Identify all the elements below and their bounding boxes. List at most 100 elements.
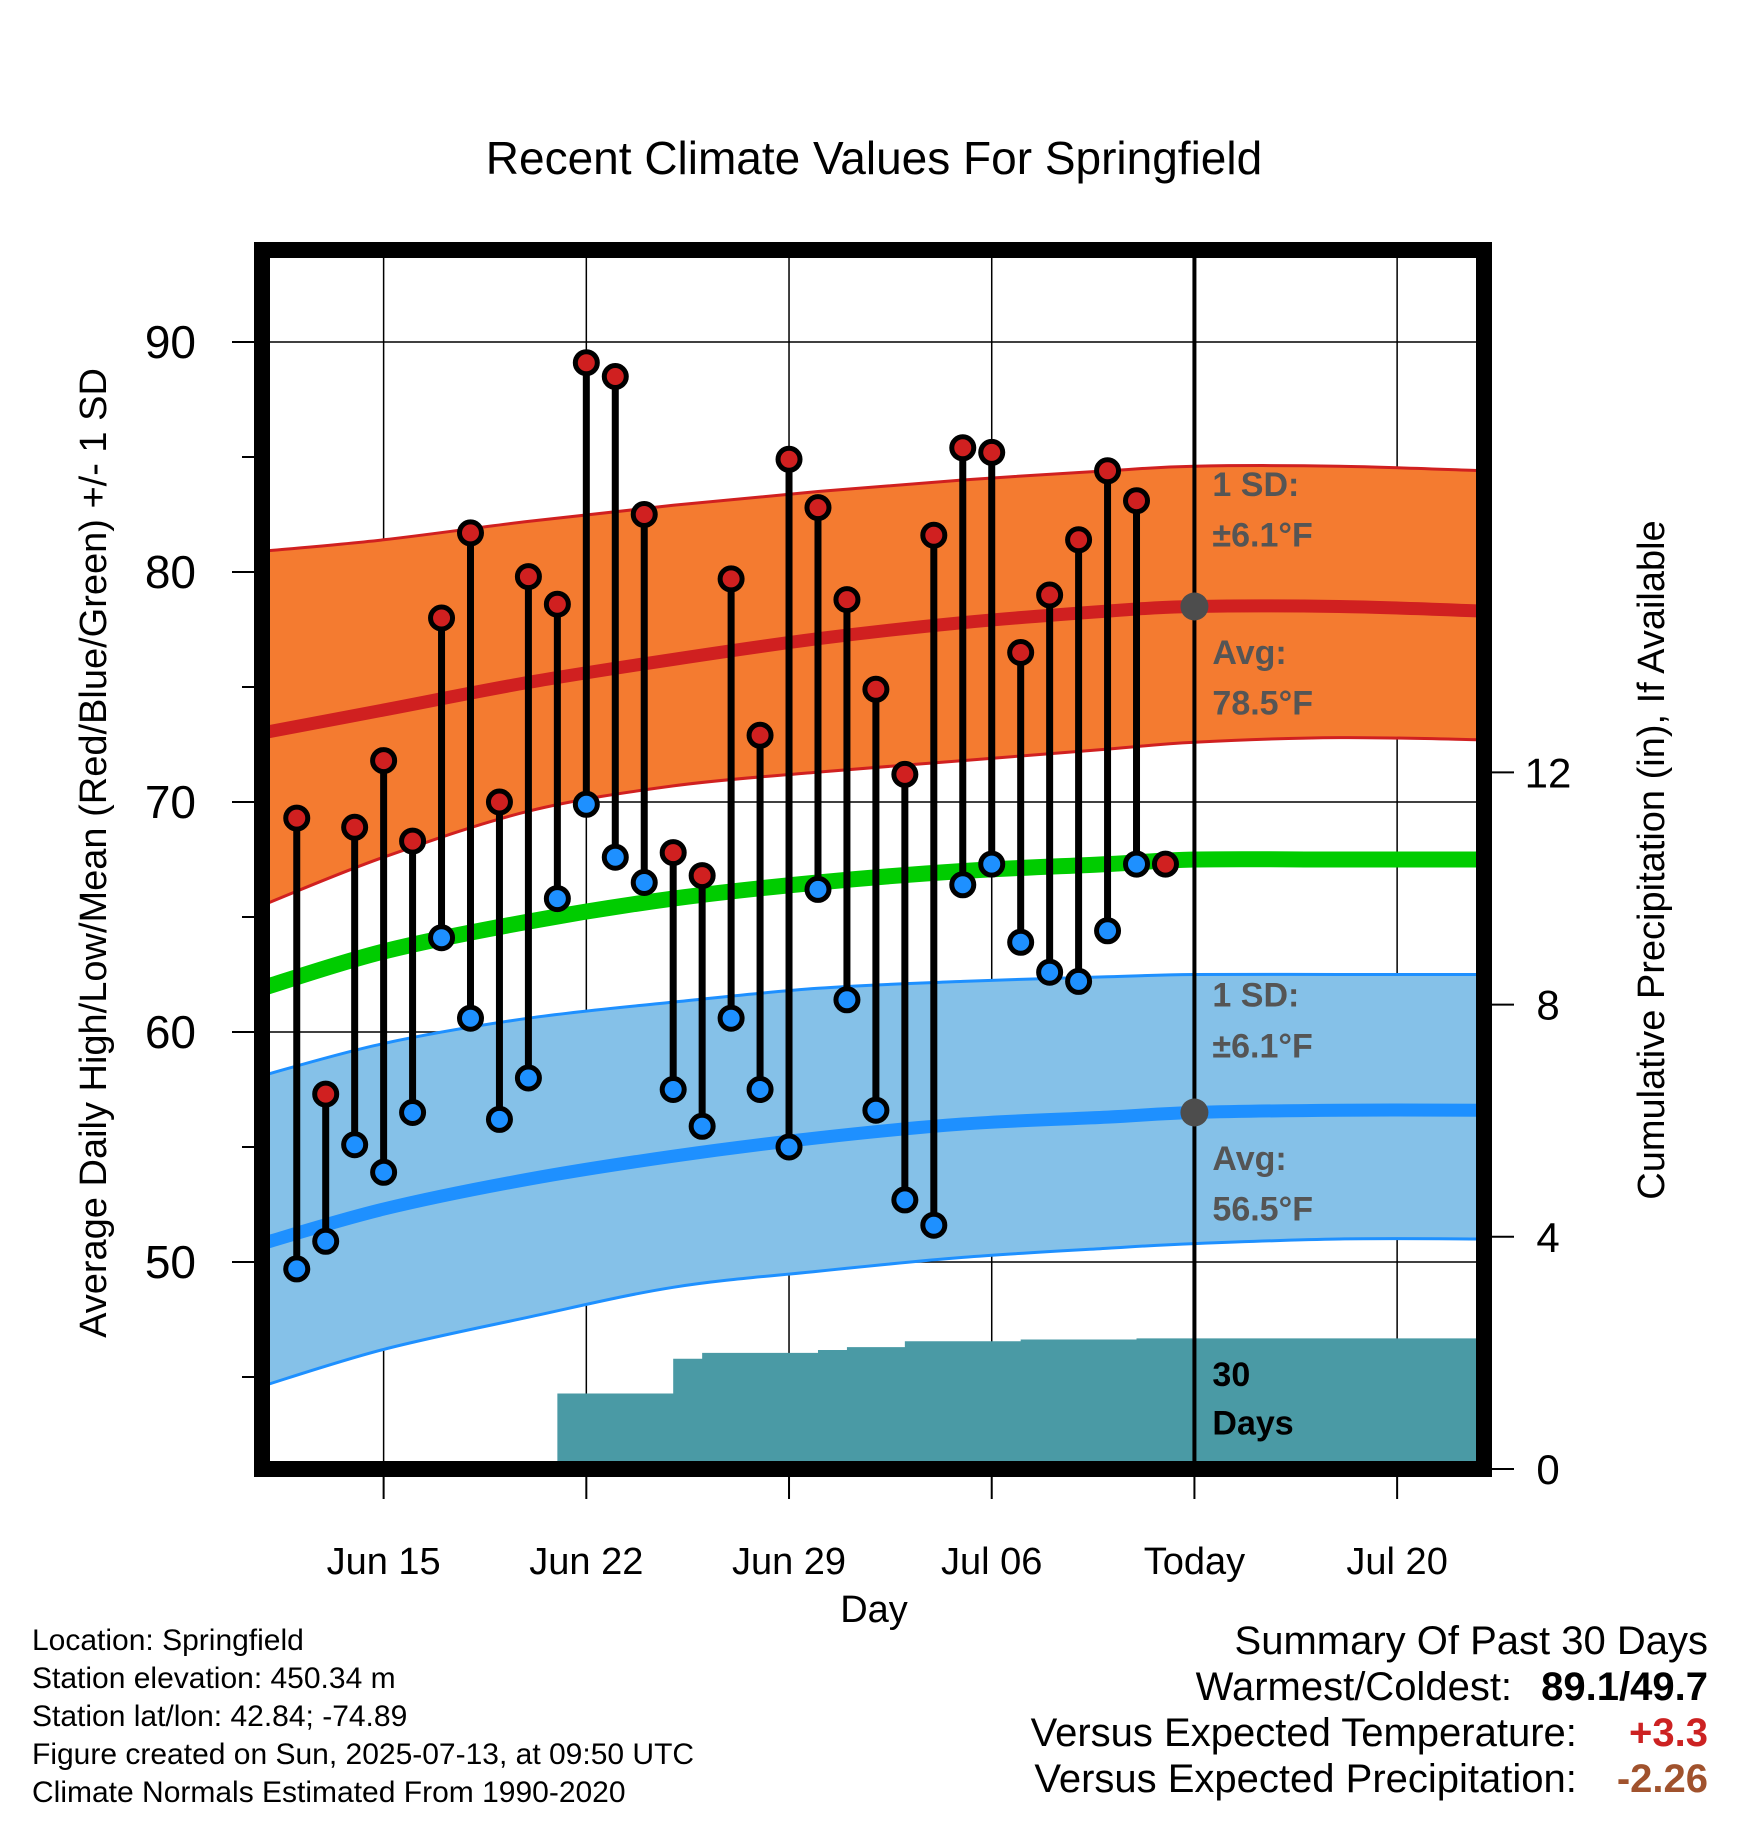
daily-low-point bbox=[485, 1105, 513, 1133]
daily-low-point bbox=[370, 1158, 398, 1186]
daily-low-point bbox=[312, 1227, 340, 1255]
daily-high-point bbox=[312, 1080, 340, 1108]
daily-low-point bbox=[688, 1112, 716, 1140]
x-tick-label: Today bbox=[1144, 1541, 1245, 1583]
today-low-avg-marker bbox=[1180, 1098, 1209, 1127]
x-tick-label: Jun 29 bbox=[732, 1541, 846, 1583]
y2-tick-label: 0 bbox=[1536, 1446, 1559, 1493]
y2-tick-label: 8 bbox=[1536, 982, 1559, 1029]
daily-high-point bbox=[978, 438, 1006, 466]
summary-warm-cold: Warmest/Coldest: 89.1/49.7 bbox=[1031, 1664, 1708, 1710]
daily-low-point bbox=[746, 1076, 774, 1103]
summary-temp: Versus Expected Temperature: +3.3 bbox=[1031, 1710, 1708, 1756]
summary-title: Summary Of Past 30 Days bbox=[1234, 1619, 1708, 1663]
y2-tick-label: 12 bbox=[1525, 749, 1572, 796]
daily-low-point bbox=[543, 885, 571, 913]
low-avg-annotation-line2: 56.5°F bbox=[1212, 1191, 1313, 1229]
daily-low-point bbox=[978, 850, 1006, 878]
daily-high-point bbox=[920, 521, 948, 549]
low-sd-annotation-line1: 1 SD: bbox=[1212, 977, 1299, 1015]
daily-high-point bbox=[514, 563, 542, 591]
precip-annotation-line1: 30 bbox=[1212, 1356, 1250, 1394]
x-tick-label: Jun 15 bbox=[327, 1541, 441, 1583]
daily-low-point bbox=[659, 1076, 687, 1103]
precip-annotation-line2: Days bbox=[1212, 1405, 1293, 1443]
x-tick-label: Jul 06 bbox=[941, 1541, 1042, 1583]
daily-low-point bbox=[775, 1133, 803, 1161]
daily-high-point bbox=[399, 827, 427, 855]
y-tick-label: 70 bbox=[145, 776, 196, 828]
daily-low-point bbox=[514, 1064, 542, 1092]
daily-low-point bbox=[949, 871, 977, 899]
daily-high-point bbox=[717, 565, 745, 593]
daily-low-point bbox=[920, 1211, 948, 1239]
y-tick-label: 90 bbox=[145, 316, 196, 368]
warm-cold-value: 89.1/49.7 bbox=[1541, 1665, 1708, 1709]
station-info: Location: Springfield Station elevation:… bbox=[32, 1622, 694, 1812]
daily-high-point bbox=[1036, 581, 1064, 609]
y-tick-label: 80 bbox=[145, 546, 196, 598]
x-tick-label: Jul 20 bbox=[1346, 1541, 1447, 1583]
summary-precip: Versus Expected Precipitation: -2.26 bbox=[1031, 1756, 1708, 1802]
precip-label: Versus Expected Precipitation: bbox=[1034, 1757, 1577, 1801]
chart-title: Recent Climate Values For Springfield bbox=[486, 132, 1262, 184]
daily-high-point bbox=[862, 675, 890, 703]
info-latlon: Station lat/lon: 42.84; -74.89 bbox=[32, 1700, 408, 1733]
daily-high-point bbox=[688, 862, 716, 890]
x-axis-label: Day bbox=[840, 1589, 908, 1631]
daily-high-point bbox=[370, 747, 398, 775]
daily-low-point bbox=[833, 986, 861, 1014]
daily-high-point bbox=[1151, 850, 1179, 878]
daily-low-point bbox=[428, 924, 456, 952]
x-tick-label: Jun 22 bbox=[529, 1541, 643, 1583]
daily-low-point bbox=[1094, 917, 1122, 945]
y2-tick-label: 4 bbox=[1536, 1214, 1559, 1261]
precip-value: -2.26 bbox=[1616, 1757, 1708, 1801]
info-normals: Climate Normals Estimated From 1990-2020 bbox=[32, 1776, 626, 1809]
daily-high-point bbox=[1094, 457, 1122, 485]
warm-cold-label: Warmest/Coldest: bbox=[1195, 1665, 1513, 1709]
daily-low-point bbox=[630, 869, 658, 896]
daily-high-point bbox=[572, 349, 600, 377]
daily-low-point bbox=[572, 790, 600, 818]
low-sd-band bbox=[262, 974, 1484, 1387]
daily-low-point bbox=[456, 1004, 484, 1032]
low-sd-band-lower-edge bbox=[262, 1237, 1484, 1388]
daily-high-point bbox=[543, 590, 571, 618]
info-location: Location: Springfield bbox=[32, 1624, 304, 1657]
info-elevation: Station elevation: 450.34 m bbox=[32, 1662, 396, 1695]
daily-low-point bbox=[341, 1131, 369, 1159]
precip-area bbox=[262, 1338, 1484, 1469]
daily-low-point bbox=[283, 1255, 311, 1283]
daily-high-point bbox=[456, 519, 484, 547]
y-tick-label: 50 bbox=[145, 1236, 196, 1288]
high-avg-annotation-line1: Avg: bbox=[1212, 634, 1286, 672]
low-avg-annotation-line1: Avg: bbox=[1212, 1140, 1286, 1178]
high-avg-annotation-line2: 78.5°F bbox=[1212, 685, 1313, 723]
daily-high-point bbox=[1065, 526, 1093, 554]
y-axis-label: Average Daily High/Low/Mean (Red/Blue/Gr… bbox=[73, 368, 115, 1338]
daily-low-point bbox=[1036, 958, 1064, 986]
daily-low-point bbox=[804, 875, 832, 903]
daily-high-point bbox=[630, 501, 658, 528]
daily-low-point bbox=[1123, 850, 1151, 878]
low-sd-annotation-line2: ±6.1°F bbox=[1212, 1027, 1312, 1065]
y-tick-label: 60 bbox=[145, 1006, 196, 1058]
daily-low-point bbox=[862, 1096, 890, 1124]
daily-high-point bbox=[1123, 487, 1151, 515]
daily-high-point bbox=[891, 760, 919, 788]
y2-axis-label: Cumulative Precipitation (in), If Availa… bbox=[1631, 520, 1673, 1199]
daily-high-point bbox=[804, 494, 832, 522]
daily-high-point bbox=[746, 721, 774, 749]
daily-high-point bbox=[428, 604, 456, 632]
daily-high-point bbox=[833, 586, 861, 614]
temp-value: +3.3 bbox=[1629, 1711, 1708, 1755]
daily-high-point bbox=[949, 434, 977, 462]
daily-low-point bbox=[1007, 928, 1035, 956]
low-avg-line bbox=[262, 1103, 1484, 1250]
high-sd-annotation-line1: 1 SD: bbox=[1212, 466, 1299, 504]
plot-frame bbox=[254, 242, 1492, 1477]
high-avg-line bbox=[262, 599, 1484, 740]
info-created: Figure created on Sun, 2025-07-13, at 09… bbox=[32, 1738, 695, 1771]
daily-high-point bbox=[659, 839, 687, 867]
